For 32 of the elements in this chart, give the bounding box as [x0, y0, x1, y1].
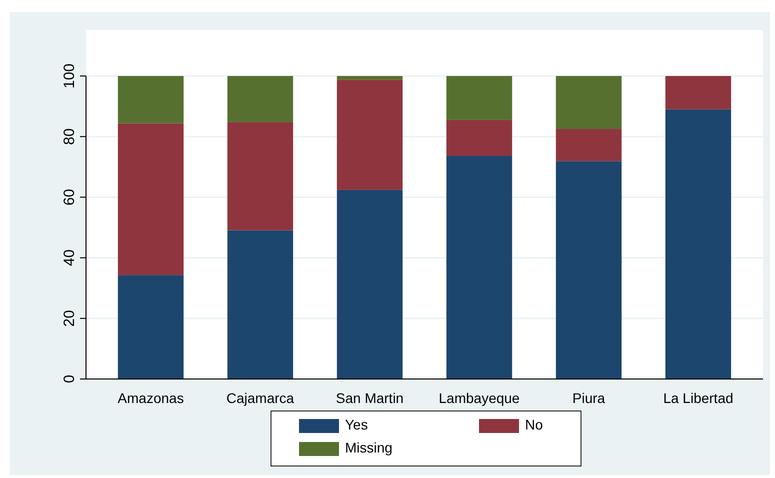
x-tick-label: Piura: [572, 390, 606, 406]
legend-label: Yes: [345, 416, 368, 433]
y-tick-label: 20: [61, 310, 78, 327]
y-tick-label: 60: [61, 188, 78, 206]
x-tick-label: Amazonas: [118, 390, 184, 406]
bar: [336, 80, 403, 190]
bar: [227, 230, 294, 379]
y-tick-label: 100: [61, 63, 78, 89]
x-tick-label: Cajamarca: [226, 390, 294, 406]
bar: [556, 161, 622, 379]
bar: [118, 275, 184, 379]
bar: [556, 76, 622, 130]
legend-label: No: [525, 416, 544, 433]
bar: [336, 190, 403, 379]
y-tick-label: 40: [61, 249, 78, 266]
bar: [227, 122, 294, 230]
bar: [665, 76, 732, 110]
bar: [665, 109, 732, 379]
bar: [446, 120, 512, 156]
bar: [556, 129, 622, 162]
x-tick-label: La Libertad: [663, 390, 734, 406]
bar: [446, 76, 512, 120]
y-tick-label: 80: [61, 128, 78, 145]
legend-label: Missing: [345, 440, 392, 456]
bar: [118, 76, 184, 124]
bar: [336, 76, 403, 80]
bar: [446, 156, 512, 379]
x-tick-label: San Martin: [336, 390, 404, 406]
y-tick-label: 0: [61, 374, 78, 384]
bar: [227, 76, 294, 122]
bar: [118, 123, 184, 276]
x-tick-label: Lambayeque: [438, 390, 520, 406]
